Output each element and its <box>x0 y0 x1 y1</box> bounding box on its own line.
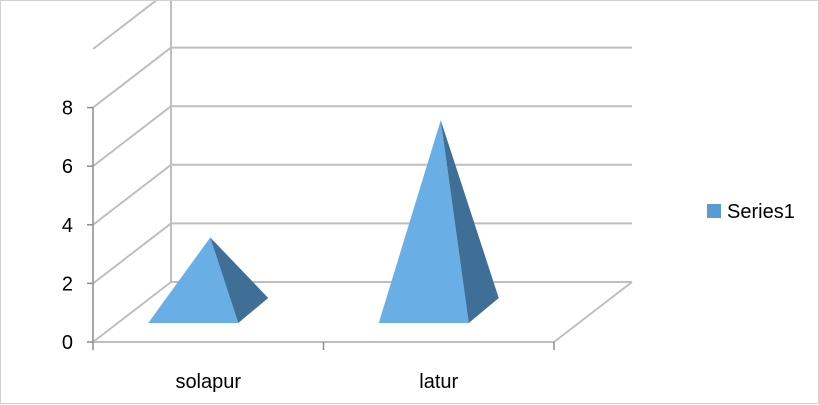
y-tick-label-0: 0 <box>62 332 73 354</box>
y-tick-label-1: 2 <box>62 273 73 295</box>
legend: Series1 <box>707 201 795 223</box>
y-tick-label-3: 6 <box>62 156 73 178</box>
gridline-side-4 <box>92 164 172 226</box>
pyramid-marks <box>148 120 499 323</box>
x-axis-ticks: solapur latur <box>92 342 555 393</box>
gridline-side-8 <box>92 46 172 109</box>
floor-right-edge <box>553 281 633 343</box>
pyramid-front-latur <box>378 120 469 323</box>
y-axis-ticks: 0 2 4 6 8 <box>62 98 93 354</box>
x-tick-label-solapur: solapur <box>175 371 241 393</box>
y-tick-label-4: 8 <box>62 98 73 120</box>
legend-swatch-series1 <box>707 204 721 218</box>
gridline-side-0 <box>92 281 172 343</box>
pyramid-side-solapur <box>210 237 269 323</box>
gridline-side-6 <box>92 105 172 167</box>
y-tick-label-2: 4 <box>62 215 73 237</box>
x-tick-label-latur: latur <box>419 371 458 393</box>
gridline-side-10 <box>92 1 158 50</box>
pyramid-side-latur <box>440 120 499 323</box>
legend-label-series1: Series1 <box>727 201 795 223</box>
gridline-side-2 <box>92 222 172 285</box>
pyramid-front-solapur <box>148 237 239 323</box>
